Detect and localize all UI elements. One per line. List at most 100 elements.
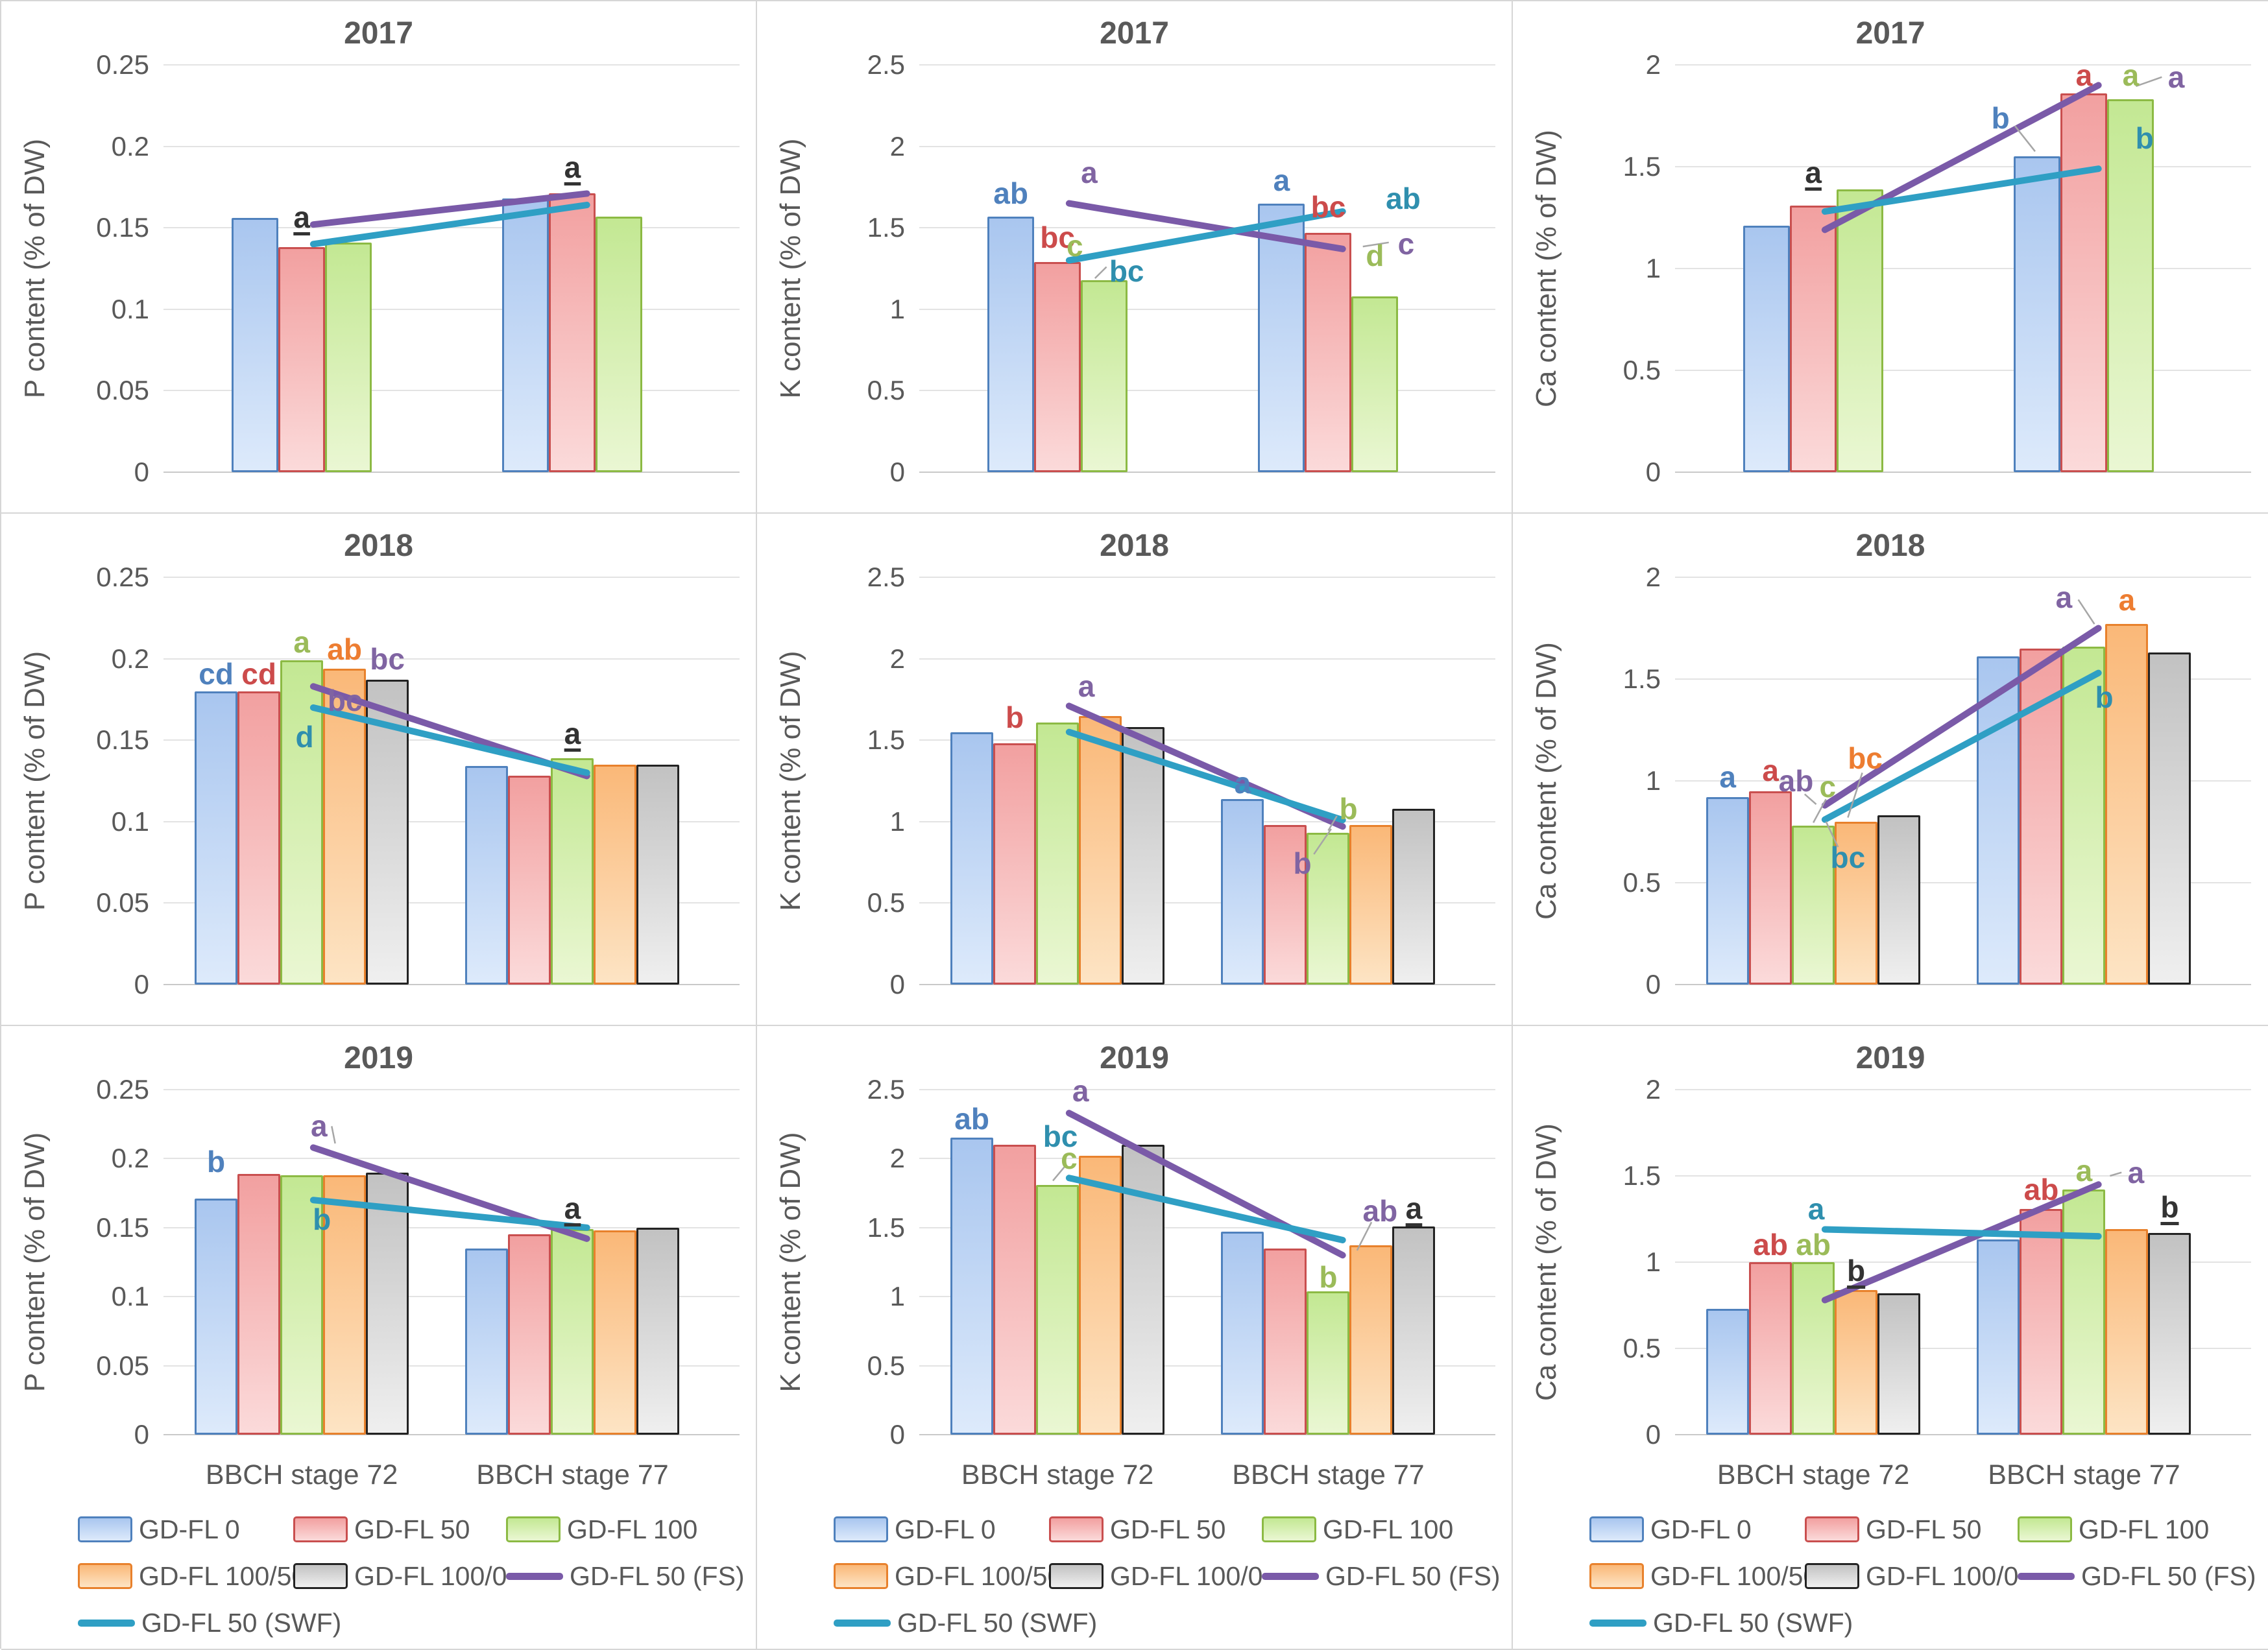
gridline-y-0.25: [163, 1089, 740, 1090]
chart-title: 2018: [1855, 529, 1925, 563]
significance-letter-a: a: [2075, 58, 2093, 92]
y-tick-label: 1: [889, 293, 905, 324]
y-tick-label: 2: [1645, 1074, 1661, 1105]
bar-gd-fl-100-50-stage77: [594, 764, 637, 985]
significance-letter-a: a: [310, 1109, 328, 1143]
y-tick-label: 1.5: [1623, 151, 1661, 182]
significance-letter-a: a: [1719, 759, 1736, 794]
significance-letter-c: c: [1819, 770, 1837, 804]
gridline-y-0: [163, 1434, 740, 1435]
legend-swatch-bar-red: [1049, 1516, 1104, 1542]
bar-gd-fl-50-stage72: [1034, 261, 1081, 472]
annotation-leader-line: [2110, 1171, 2122, 1177]
bar-gd-fl-0-stage72: [232, 218, 279, 472]
trend-line-fs: [309, 190, 590, 228]
trend-line-fs: [1821, 1181, 2102, 1304]
bar-gd-fl-0-stage77: [1977, 1239, 2020, 1435]
gridline-y-0.2: [163, 1158, 740, 1160]
legend-label: GD-FL 50: [354, 1514, 470, 1544]
bar-gd-fl-100-50-stage72: [1079, 715, 1122, 985]
significance-letter-b: b: [207, 1144, 226, 1178]
annotation-leader-line: [1052, 1166, 1065, 1182]
bar-gd-fl-50-stage77: [1305, 232, 1352, 472]
y-tick-label: 0.2: [111, 643, 149, 674]
gridline-y-0: [163, 472, 740, 473]
bar-gd-fl-100-stage72: [1792, 1262, 1835, 1435]
gridline-y-0: [1675, 472, 2251, 473]
y-tick-label: 0.25: [96, 1074, 149, 1105]
significance-letter-a: a: [2075, 1154, 2093, 1188]
y-tick-label: 0: [134, 457, 149, 487]
legend-item-gd-fl-100-0: GD-FL 100/0: [1805, 1560, 2018, 1592]
gridline-y-2: [919, 145, 1495, 147]
annotation-leader-line: [1327, 815, 1338, 831]
significance-letter-a: a: [2122, 58, 2140, 92]
legend-label: GD-FL 50 (FS): [2081, 1560, 2256, 1591]
y-tick-label: 1: [889, 1281, 905, 1312]
bar-gd-fl-100-stage72: [1081, 280, 1128, 472]
gridline-y-0.2: [163, 658, 740, 660]
bar-gd-fl-100-stage72: [1792, 826, 1835, 985]
bar-gd-fl-50-stage77: [508, 776, 551, 985]
significance-letter-b: b: [2095, 680, 2114, 715]
legend-swatch-line-purple: [1262, 1572, 1319, 1580]
y-tick-label: 1: [1645, 1247, 1661, 1277]
gridline-y-0.1: [163, 820, 740, 822]
bar-gd-fl-100-stage77: [551, 758, 594, 985]
gridline-y-0.05: [163, 1365, 740, 1367]
y-tick-label: 2: [1645, 562, 1661, 592]
annotation-leader-line: [1847, 772, 1863, 818]
significance-letter-a: a: [1072, 1074, 1089, 1108]
y-tick-label: 1: [1645, 253, 1661, 283]
bar-gd-fl-0-stage77: [465, 766, 509, 985]
legend-item-gd-fl-0: GD-FL 0: [1589, 1514, 1752, 1545]
gridline-y-0.15: [163, 1226, 740, 1228]
gridline-y-2.5: [919, 577, 1495, 578]
trend-lines-layer: [1821, 76, 2162, 233]
bar-gd-fl-50-stage77: [2060, 93, 2108, 472]
gridline-y-0.25: [163, 577, 740, 578]
significance-letter-ab: ab: [954, 1101, 989, 1136]
y-tick-label: 0.1: [111, 806, 149, 837]
bar-gd-fl-100-0-stage77: [2148, 652, 2191, 985]
legend-item-gd-fl-0: GD-FL 0: [834, 1514, 996, 1545]
y-tick-label: 0.2: [111, 130, 149, 161]
trend-line-swf: [1821, 1226, 2102, 1240]
bar-gd-fl-100-0-stage72: [1877, 1293, 1921, 1435]
significance-letter-ab: ab: [1386, 181, 1421, 215]
significance-letter-ab: ab: [1796, 1228, 1831, 1262]
bar-gd-fl-100-stage77: [2107, 99, 2154, 472]
chart-title: 2017: [344, 16, 413, 51]
legend-swatch-bar-green: [1262, 1516, 1316, 1542]
gridline-y-0: [919, 984, 1495, 985]
gridline-y-1: [1675, 1261, 2251, 1263]
chart-cell-k-2018: 2018 K content (% of DW) 0 0.5 1 1.5 2 2.5 b a a…: [757, 514, 1513, 1026]
legend-swatch-bar-gray: [1805, 1563, 1859, 1589]
legend-item-gd-fl-100: GD-FL 100: [506, 1514, 697, 1545]
legend-item-gd-fl-50-fs-: GD-FL 50 (FS): [2018, 1560, 2256, 1592]
gridline-y-2: [1675, 577, 2251, 578]
legend-label: GD-FL 100/0: [1110, 1560, 1263, 1591]
significance-letter-a: a: [2118, 582, 2136, 617]
gridline-y-1: [1675, 268, 2251, 269]
gridline-y-0.5: [919, 1365, 1495, 1367]
significance-letter-d: d: [295, 720, 314, 754]
bar-gd-fl-0-stage72: [950, 732, 994, 985]
chart-title: 2017: [1855, 16, 1925, 51]
significance-letter-bc: bc: [1848, 741, 1883, 776]
gridline-y-0.2: [163, 145, 740, 147]
significance-letter-bc: bc: [1043, 1119, 1078, 1154]
annotation-leader-line: [2014, 125, 2036, 152]
trend-lines-layer: [309, 683, 590, 780]
x-axis-label-bbch-77: BBCH stage 77: [476, 1459, 669, 1490]
legend-swatch-bar-green: [506, 1516, 561, 1542]
y-tick-label: 1.5: [1623, 1160, 1661, 1191]
y-tick-label: 0.25: [96, 562, 149, 592]
y-tick-label: 0.5: [1623, 1333, 1661, 1363]
gridline-y-0.05: [163, 902, 740, 904]
significance-letter-a: a: [1273, 163, 1290, 198]
y-tick-label: 0.5: [867, 375, 905, 406]
bar-gd-fl-0-stage72: [1743, 226, 1791, 472]
annotation-leader-line: [1094, 266, 1107, 279]
y-tick-label: 1: [1645, 765, 1661, 796]
